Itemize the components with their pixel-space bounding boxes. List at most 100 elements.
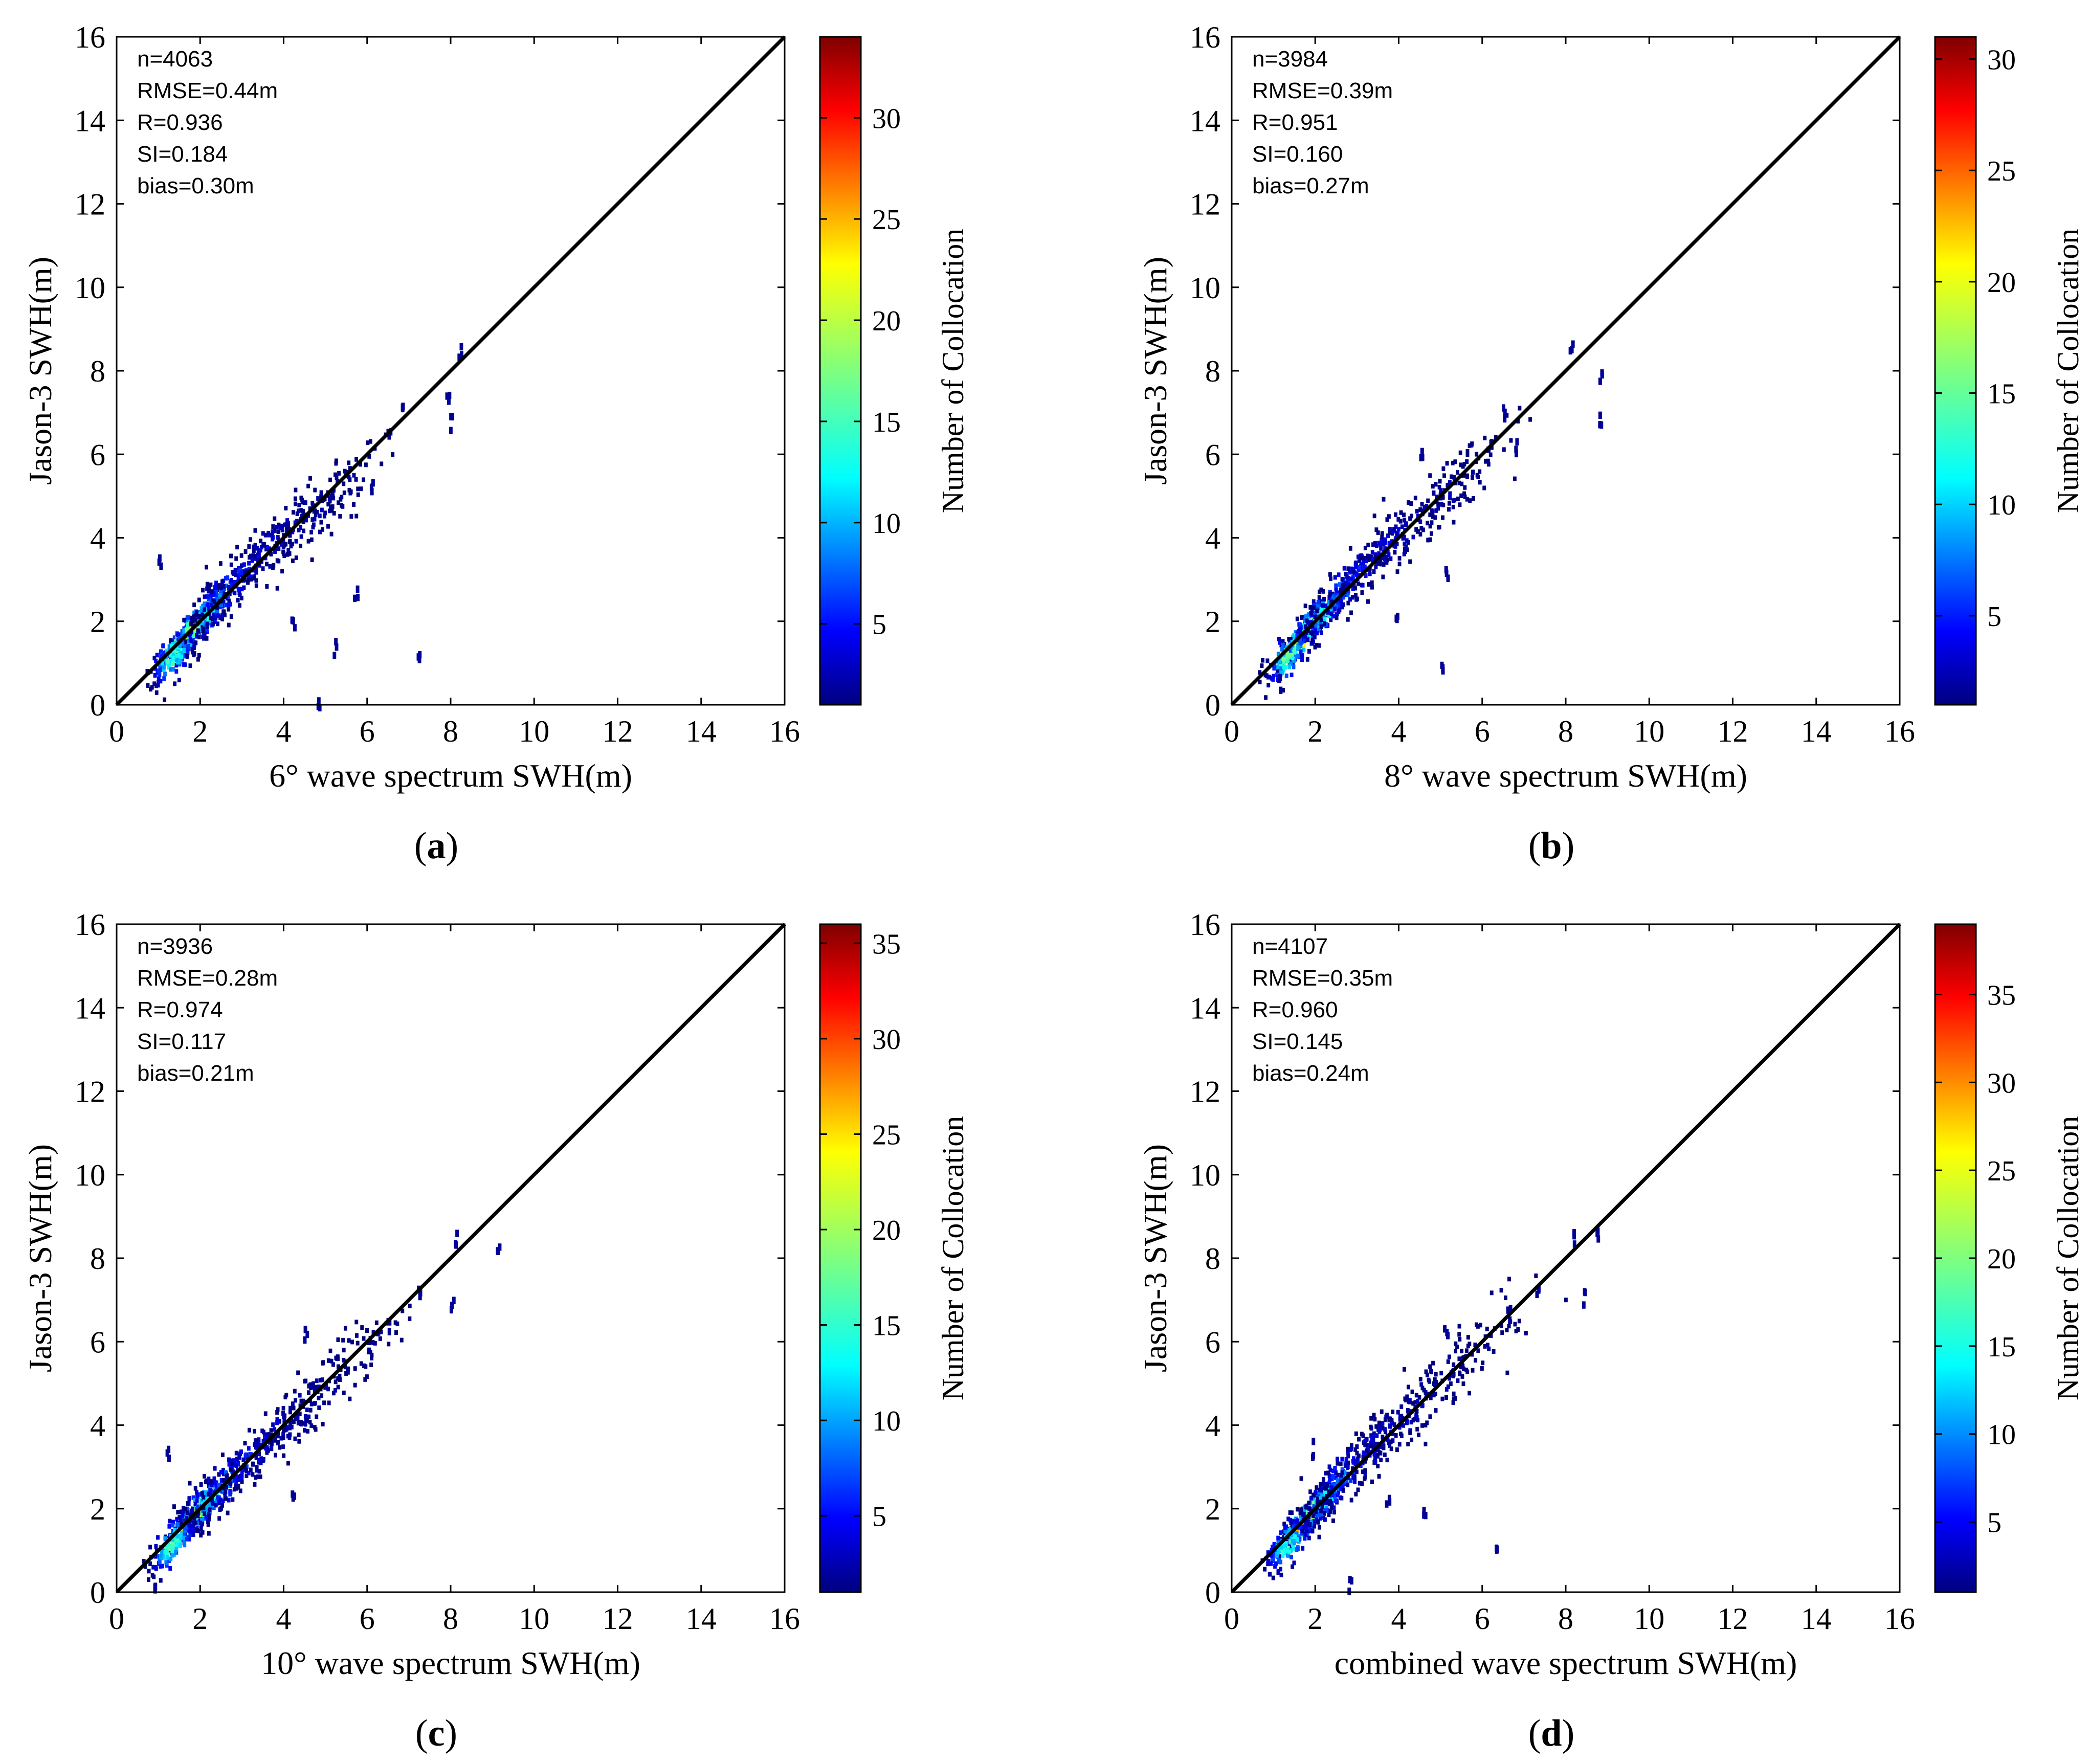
density-cell (1318, 621, 1322, 627)
density-cell (1302, 638, 1306, 643)
colorbar (820, 924, 861, 1592)
density-cell (301, 509, 305, 514)
density-cell (249, 577, 253, 582)
density-cell (1383, 1453, 1387, 1458)
density-cell (194, 613, 198, 618)
density-cell (236, 587, 240, 592)
density-cell (1398, 1414, 1402, 1419)
density-cell (191, 650, 195, 655)
density-cell (374, 1320, 379, 1325)
density-cell (228, 1492, 232, 1497)
panel-label: (a) (414, 825, 458, 867)
density-cell (247, 544, 251, 549)
density-cell (271, 565, 275, 570)
density-cell (336, 1376, 340, 1381)
outlier-cell (1311, 1454, 1315, 1461)
density-cell (313, 1401, 317, 1406)
density-cell (1349, 576, 1353, 582)
colorbar-title: Number of Collocation (936, 1116, 970, 1401)
density-cell (1425, 504, 1429, 509)
density-cell (1454, 1349, 1458, 1354)
density-cell (177, 652, 181, 657)
density-cell (1284, 673, 1288, 678)
density-cell (1487, 1346, 1491, 1351)
density-cell (174, 1547, 179, 1552)
density-cell (336, 1385, 340, 1390)
density-cell (153, 1554, 158, 1559)
density-cell (1307, 1535, 1311, 1540)
x-tick-label: 6 (360, 714, 375, 748)
y-tick-label: 16 (1190, 20, 1220, 54)
density-cell (1281, 1535, 1285, 1540)
density-cell (227, 585, 231, 590)
density-cell (367, 454, 371, 459)
density-cell (1433, 1377, 1437, 1382)
density-cell (1371, 556, 1375, 562)
density-cell (1415, 1415, 1419, 1420)
density-cell (193, 618, 197, 623)
density-cell (214, 1499, 218, 1504)
density-cell (1305, 618, 1309, 623)
density-cell (1419, 1382, 1424, 1387)
density-cell (186, 622, 190, 628)
density-cell (1319, 630, 1323, 635)
density-cell (219, 586, 223, 590)
density-cell (1451, 460, 1455, 465)
density-cell (247, 567, 251, 572)
density-cell (179, 659, 183, 664)
density-cell (1289, 1532, 1294, 1537)
density-cell (1382, 542, 1386, 547)
density-cell (282, 1428, 286, 1433)
density-cell (1466, 1335, 1470, 1340)
y-tick-label: 2 (1205, 605, 1220, 639)
density-cell (1287, 649, 1292, 654)
density-cell (1404, 521, 1408, 526)
density-cell (211, 617, 215, 622)
density-cell (1415, 1426, 1419, 1432)
density-cell (1392, 1422, 1396, 1427)
density-cell (1516, 419, 1520, 424)
density-cell (1328, 592, 1332, 597)
density-cell (1332, 1483, 1337, 1488)
x-tick-label: 6 (360, 1602, 375, 1636)
y-axis-title: Jason-3 SWH(m) (1137, 1144, 1173, 1372)
density-cell (1326, 610, 1330, 615)
density-cell (1431, 484, 1435, 489)
density-cell (304, 516, 308, 521)
density-cell (273, 528, 277, 533)
density-cell (1356, 581, 1360, 586)
density-cell (1383, 1417, 1387, 1422)
colorbar-tick-label: 15 (872, 407, 901, 438)
density-cell (192, 1516, 196, 1521)
outlier-cell (1441, 664, 1445, 672)
density-cell (1322, 597, 1326, 602)
density-cell (1331, 1468, 1336, 1473)
density-cell (286, 548, 291, 553)
density-cell (260, 1458, 264, 1463)
density-cell (1346, 1446, 1350, 1452)
density-cell (1439, 1371, 1443, 1376)
density-cell (315, 1378, 319, 1383)
density-cell (1341, 602, 1344, 608)
density-cell (165, 659, 169, 664)
density-cell (177, 1515, 182, 1520)
density-cell (255, 1468, 259, 1473)
density-cell (1327, 1501, 1331, 1506)
density-cell (217, 1501, 221, 1506)
outlier-cell (1311, 1438, 1316, 1445)
x-tick-label: 16 (769, 714, 800, 748)
density-cell (1339, 1461, 1343, 1466)
density-cell (348, 490, 352, 496)
density-cell (1410, 1389, 1414, 1394)
density-cell (1375, 560, 1379, 565)
density-cell (288, 533, 292, 538)
density-cell (1415, 1409, 1419, 1414)
outlier-cell (1599, 421, 1604, 429)
density-cell (196, 625, 201, 630)
density-cell (1457, 1324, 1461, 1329)
density-cell (211, 621, 215, 627)
density-cell (347, 487, 351, 493)
density-cell (185, 1506, 189, 1511)
density-cell (1373, 1417, 1377, 1422)
outlier-cell (1444, 566, 1448, 574)
